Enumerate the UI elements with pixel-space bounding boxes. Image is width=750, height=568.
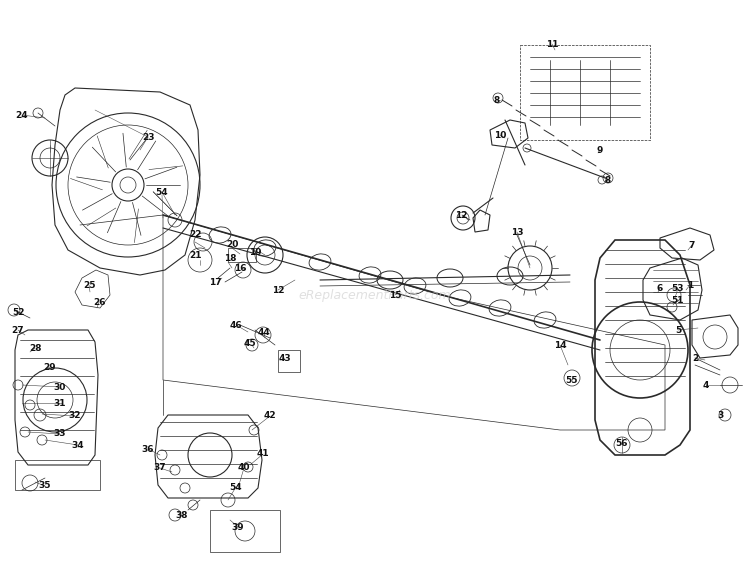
Bar: [228, 248, 256, 262]
Text: 53: 53: [672, 283, 684, 293]
Text: 18: 18: [224, 253, 236, 262]
Text: 15: 15: [388, 290, 401, 299]
Text: 38: 38: [176, 512, 188, 520]
Text: 1: 1: [687, 281, 693, 290]
Text: 39: 39: [232, 523, 244, 532]
Text: 52: 52: [12, 307, 24, 316]
Text: 26: 26: [93, 298, 105, 307]
Text: 13: 13: [511, 228, 524, 236]
Text: 8: 8: [604, 176, 611, 185]
Text: 54: 54: [230, 482, 242, 491]
Text: 40: 40: [238, 463, 250, 473]
Text: 34: 34: [72, 441, 84, 449]
Text: 6: 6: [657, 283, 663, 293]
Text: 17: 17: [209, 278, 221, 286]
Text: 42: 42: [264, 411, 276, 420]
Text: 32: 32: [69, 411, 81, 420]
Text: 28: 28: [28, 344, 41, 353]
Text: 55: 55: [566, 375, 578, 385]
Text: 25: 25: [82, 281, 95, 290]
Text: 33: 33: [54, 429, 66, 438]
Text: 46: 46: [230, 320, 242, 329]
Text: 27: 27: [12, 325, 24, 335]
Text: 44: 44: [258, 328, 271, 336]
Bar: [278, 350, 300, 372]
Text: 30: 30: [54, 382, 66, 391]
Text: 51: 51: [670, 295, 683, 304]
Text: 5: 5: [675, 325, 681, 335]
Text: 9: 9: [597, 145, 603, 154]
Text: 3: 3: [717, 411, 723, 420]
Text: 29: 29: [44, 362, 56, 371]
Text: 41: 41: [256, 449, 269, 458]
Text: 19: 19: [249, 248, 261, 257]
Text: 37: 37: [154, 463, 166, 473]
Text: 2: 2: [692, 353, 698, 362]
Text: 21: 21: [189, 250, 201, 260]
Text: 12: 12: [272, 286, 284, 294]
Text: 31: 31: [54, 399, 66, 407]
Bar: [15, 460, 100, 490]
Bar: [520, 45, 650, 140]
Text: 8: 8: [494, 95, 500, 105]
Text: 12: 12: [454, 211, 467, 219]
Text: 7: 7: [688, 240, 695, 249]
Text: 11: 11: [546, 40, 558, 48]
Text: 4: 4: [703, 381, 709, 390]
Text: eReplacementParts.com: eReplacementParts.com: [298, 289, 452, 302]
Text: 43: 43: [279, 353, 291, 362]
Text: 10: 10: [494, 131, 506, 140]
Bar: [210, 510, 280, 552]
Text: 56: 56: [615, 440, 627, 449]
Text: 24: 24: [16, 111, 28, 119]
Text: 16: 16: [234, 264, 246, 273]
Text: 45: 45: [244, 339, 256, 348]
Text: 22: 22: [189, 229, 201, 239]
Text: 35: 35: [39, 482, 51, 491]
Text: 36: 36: [142, 445, 154, 453]
Text: 20: 20: [226, 240, 238, 249]
Text: 23: 23: [142, 132, 154, 141]
Text: 54: 54: [156, 187, 168, 197]
Text: 14: 14: [554, 340, 566, 349]
